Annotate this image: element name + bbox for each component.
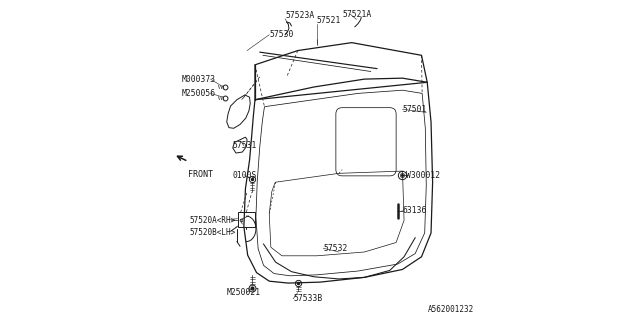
Text: M250056: M250056 — [182, 89, 216, 98]
Text: W300012: W300012 — [406, 172, 440, 180]
Text: 63136: 63136 — [403, 206, 427, 215]
Text: 57533B: 57533B — [293, 294, 323, 303]
Text: A562001232: A562001232 — [428, 305, 474, 314]
Text: FRONT: FRONT — [188, 170, 213, 179]
Text: 57520A<RH>: 57520A<RH> — [190, 216, 236, 225]
Text: 57521: 57521 — [317, 16, 341, 25]
Text: 57501: 57501 — [403, 105, 427, 114]
Text: 57531: 57531 — [233, 141, 257, 150]
Text: 57520B<LH>: 57520B<LH> — [190, 228, 236, 237]
Text: 0100S: 0100S — [233, 172, 257, 180]
Text: M250021: M250021 — [227, 288, 260, 297]
Text: M000373: M000373 — [182, 75, 216, 84]
Text: 57521A: 57521A — [342, 10, 371, 19]
Text: 57530: 57530 — [269, 30, 294, 39]
Text: 57532: 57532 — [323, 244, 348, 253]
Text: 57523A: 57523A — [285, 11, 314, 20]
